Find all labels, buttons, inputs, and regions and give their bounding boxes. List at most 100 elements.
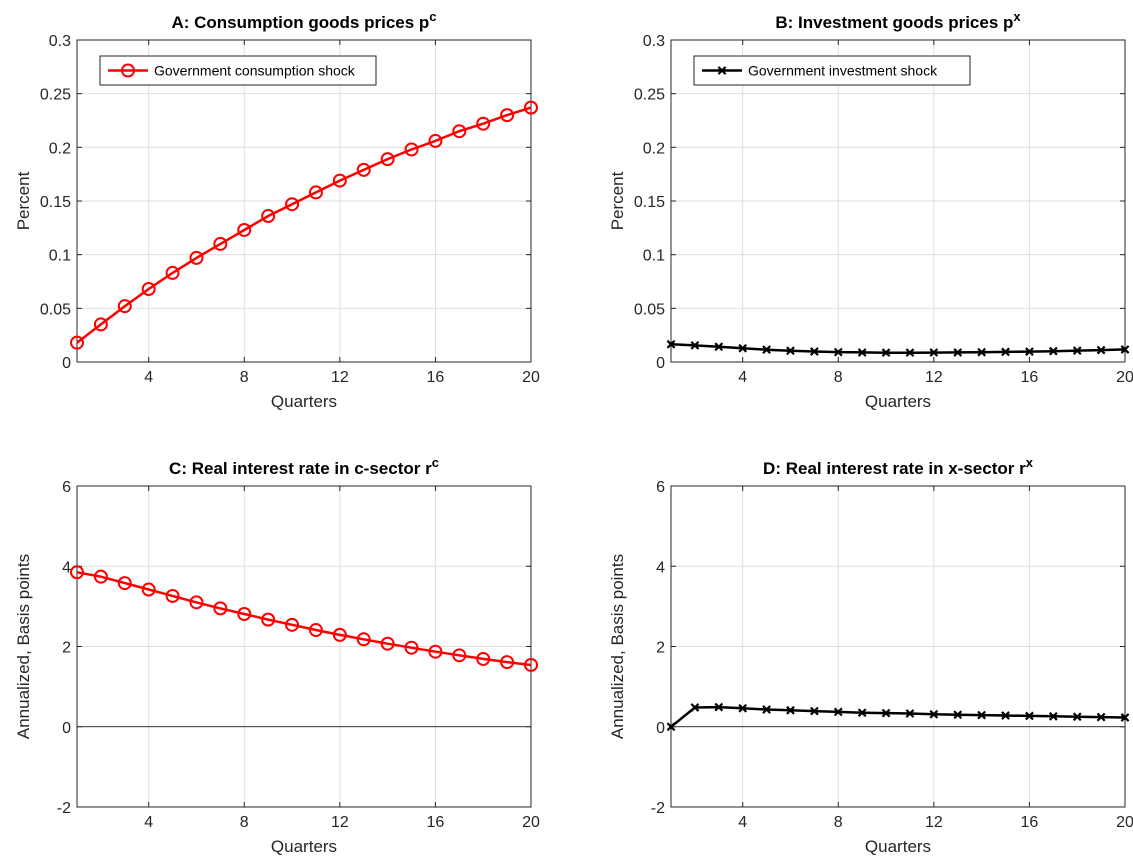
- data-point: [1048, 711, 1058, 721]
- data-point: [714, 342, 724, 352]
- x-tick-label: 12: [925, 814, 943, 831]
- x-tick-label: 4: [738, 814, 747, 831]
- y-tick-label: 0.15: [40, 194, 71, 211]
- data-point-stroke: [929, 709, 939, 719]
- data-point: [690, 340, 700, 350]
- data-point: [786, 705, 795, 715]
- chart-panel-a: 4 8 12 16 20 0 0.05 0.1 0.15 0.2 0.25 0.3 A: Consump…: [14, 9, 540, 411]
- y-axis-label: Percent: [608, 171, 627, 230]
- panel-title-superscript: c: [429, 9, 436, 24]
- data-point-stroke: [1001, 711, 1010, 720]
- legend-swatch-marker: [717, 66, 727, 75]
- data-point: [213, 601, 228, 616]
- x-axis-label: Quarters: [271, 392, 337, 411]
- y-tick-label: 0: [656, 355, 665, 372]
- data-point: [261, 209, 276, 224]
- x-tick-label: 16: [1021, 369, 1039, 386]
- data-point: [356, 162, 371, 177]
- x-axis-label: Quarters: [865, 392, 931, 411]
- data-point-stroke: [1072, 346, 1082, 356]
- data-point-stroke: [809, 347, 819, 356]
- data-point: [285, 197, 300, 212]
- data-point-stroke: [905, 709, 915, 718]
- data-point: [308, 185, 323, 200]
- data-point: [1048, 346, 1058, 356]
- data-point-stroke: [762, 705, 771, 714]
- data-point-stroke: [1120, 345, 1130, 354]
- data-point: [833, 707, 843, 717]
- data-point-stroke: [929, 348, 939, 357]
- panel-title-text: A: Consumption goods prices p: [171, 13, 429, 32]
- data-point: [404, 640, 419, 655]
- panel-title-superscript: x: [1013, 9, 1021, 24]
- chart-panel-d: 4 8 12 16 20 -2 0 2 4 6 D: Real interest rate in x…: [608, 455, 1133, 856]
- data-point: [524, 100, 538, 115]
- panel-title: C: Real interest rate in c-sector rc: [169, 455, 439, 478]
- y-tick-label: -2: [57, 800, 71, 817]
- data-point-stroke: [881, 708, 891, 718]
- y-axis-label: Annualized, Basis points: [608, 554, 627, 739]
- data-point-stroke: [857, 708, 867, 718]
- data-point: [953, 710, 963, 720]
- data-point-stroke: [1072, 712, 1082, 722]
- series-line: [76, 571, 532, 667]
- data-point: [524, 657, 538, 672]
- data-point-stroke: [666, 722, 676, 732]
- data-point-stroke: [786, 705, 795, 715]
- data-point: [786, 346, 795, 356]
- data-point: [1001, 347, 1010, 357]
- data-point-stroke: [857, 348, 867, 357]
- y-tick-label: 0.3: [643, 33, 665, 50]
- data-point-stroke: [977, 347, 987, 357]
- y-tick-label: 4: [62, 559, 71, 576]
- y-tick-label: 0.2: [49, 140, 71, 157]
- panel-title: D: Real interest rate in x-sector rx: [763, 455, 1034, 478]
- data-point: [1072, 712, 1082, 722]
- y-tick-label: 0.05: [634, 301, 665, 318]
- data-point: [476, 116, 491, 131]
- y-tick-label: -2: [651, 800, 665, 817]
- data-point: [738, 343, 748, 353]
- data-point: [165, 265, 180, 280]
- panel-title: A: Consumption goods prices pc: [171, 9, 436, 32]
- data-point-stroke: [905, 348, 915, 358]
- data-point-stroke: [953, 348, 963, 357]
- legend: Government investment shock: [693, 55, 971, 86]
- y-tick-label: 2: [656, 640, 665, 657]
- series-line: [670, 343, 1126, 354]
- data-point: [404, 142, 419, 157]
- data-point: [1025, 711, 1034, 721]
- panel-title-superscript: x: [1026, 455, 1034, 470]
- data-point-stroke: [1001, 347, 1010, 357]
- data-point: [452, 648, 467, 663]
- data-point: [189, 250, 204, 265]
- data-point: [666, 339, 676, 349]
- data-point: [117, 299, 132, 314]
- x-tick-label: 8: [240, 814, 249, 831]
- data-point: [332, 627, 347, 642]
- series-line: [76, 106, 532, 344]
- y-axis-label: Annualized, Basis points: [14, 554, 33, 739]
- data-point-stroke: [977, 710, 987, 720]
- data-point: [189, 595, 204, 610]
- legend-swatch-marker: [121, 63, 135, 78]
- x-tick-label: 4: [144, 814, 153, 831]
- data-point: [332, 173, 347, 188]
- data-point: [1096, 345, 1106, 355]
- x-tick-label: 4: [738, 369, 747, 386]
- data-point: [929, 348, 939, 357]
- data-point: [738, 703, 748, 713]
- legend-label: Government consumption shock: [154, 63, 356, 79]
- chart-panel-b: 4 8 12 16 20 0 0.05 0.1 0.15 0.2 0.25 0.3 B: Investm…: [608, 9, 1133, 411]
- data-point: [356, 632, 371, 647]
- panel-title-text: C: Real interest rate in c-sector r: [169, 459, 432, 478]
- data-point: [93, 569, 108, 584]
- legend-label: Government investment shock: [748, 63, 938, 79]
- legend: Government consumption shock: [99, 55, 377, 86]
- chart-panel-c: 4 8 12 16 20 -2 0 2 4 6 C: Real interest rate in c…: [14, 455, 540, 856]
- data-point: [1120, 713, 1130, 722]
- y-tick-label: 4: [656, 559, 665, 576]
- data-point: [953, 348, 963, 357]
- x-tick-label: 8: [240, 369, 249, 386]
